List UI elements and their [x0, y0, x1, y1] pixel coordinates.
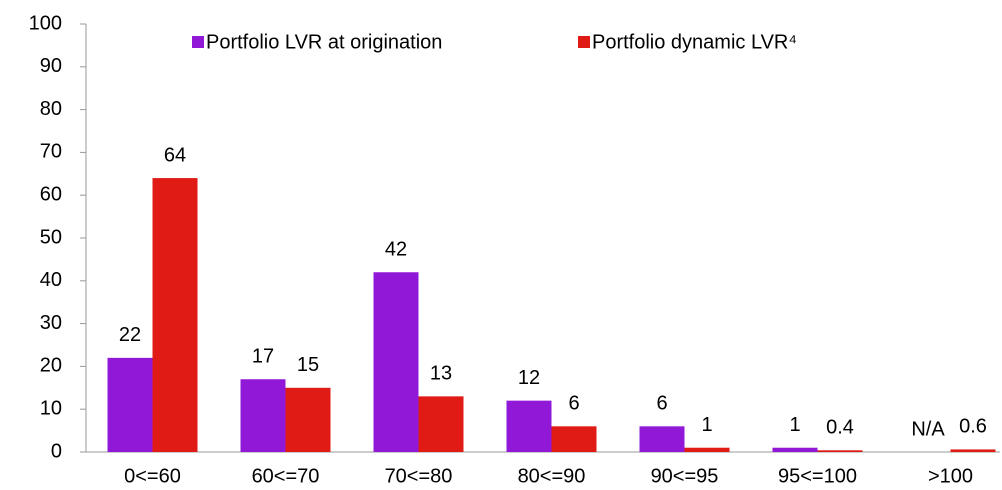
value-label: 13 [430, 363, 452, 385]
y-tick-label: 60 [40, 183, 62, 205]
x-tick-label: >100 [928, 465, 973, 487]
bar [950, 449, 996, 452]
value-label: 64 [164, 144, 186, 166]
x-tick-label: 90<=95 [651, 465, 719, 487]
x-tick-label: 80<=90 [518, 465, 586, 487]
y-tick-label: 30 [40, 312, 62, 334]
bar [639, 426, 685, 452]
x-tick-label: 0<=60 [124, 465, 181, 487]
value-label: 12 [518, 367, 540, 389]
legend-label: Portfolio LVR at origination [206, 31, 442, 53]
legend-swatch [192, 36, 204, 48]
value-label: 6 [656, 393, 667, 415]
value-label: N/A [911, 418, 945, 440]
bar [418, 396, 464, 452]
y-tick-label: 100 [29, 12, 62, 34]
value-label: 0.4 [826, 417, 854, 439]
bar [772, 447, 818, 452]
value-label: 0.6 [959, 416, 987, 438]
x-tick-label: 70<=80 [385, 465, 453, 487]
value-label: 42 [385, 239, 407, 261]
y-tick-label: 90 [40, 55, 62, 77]
y-tick-label: 20 [40, 355, 62, 377]
value-label: 17 [252, 346, 274, 368]
bar [817, 450, 863, 452]
value-label: 1 [789, 414, 800, 436]
bar [373, 272, 419, 452]
y-tick-label: 0 [51, 440, 62, 462]
bar [152, 178, 198, 452]
bar [240, 379, 286, 452]
bar [684, 447, 730, 452]
value-label: 1 [701, 414, 712, 436]
x-tick-label: 95<=100 [778, 465, 857, 487]
legend-swatch [578, 36, 590, 48]
y-tick-label: 50 [40, 226, 62, 248]
y-tick-label: 80 [40, 98, 62, 120]
y-tick-label: 40 [40, 269, 62, 291]
legend-label: Portfolio dynamic LVR⁴ [592, 31, 797, 53]
value-label: 22 [119, 324, 141, 346]
bar [285, 387, 331, 452]
bar [551, 426, 597, 452]
y-tick-label: 10 [40, 397, 62, 419]
value-label: 6 [568, 393, 579, 415]
x-tick-label: 60<=70 [252, 465, 320, 487]
bar [506, 400, 552, 452]
value-label: 15 [297, 354, 319, 376]
bar [107, 357, 153, 452]
y-tick-label: 70 [40, 141, 62, 163]
